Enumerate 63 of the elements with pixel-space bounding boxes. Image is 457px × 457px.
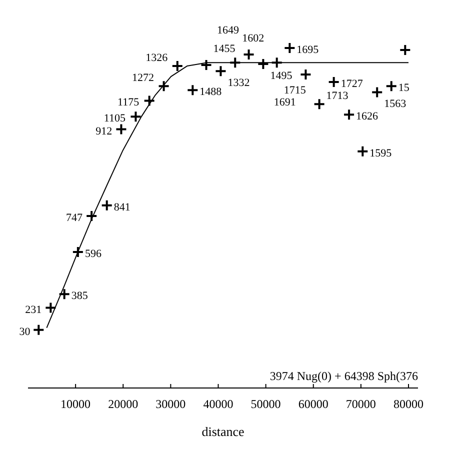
point [214, 65, 227, 78]
annotation: 231 [25, 304, 42, 316]
point [356, 145, 369, 158]
x-tick-label: 80000 [393, 397, 424, 411]
annotation: 841 [114, 201, 130, 214]
point [257, 58, 270, 70]
annotation: 1495 [270, 70, 293, 82]
point [186, 84, 199, 96]
annotation: 1563 [384, 98, 407, 110]
annotation: 1272 [132, 72, 154, 84]
point [343, 108, 356, 121]
annotation: 1691 [274, 96, 296, 109]
point [100, 199, 113, 212]
point [44, 302, 57, 314]
annotation: 15 [398, 82, 410, 94]
x-tick-label: 50000 [250, 397, 281, 411]
annotation: 30 [19, 326, 31, 338]
point [328, 76, 340, 88]
point [171, 60, 184, 72]
point [143, 94, 156, 107]
annotation: 1626 [356, 110, 379, 123]
annotation: 1649 [216, 24, 240, 36]
point [115, 123, 128, 136]
x-axis-title: distance [202, 424, 245, 439]
x-tick-label: 40000 [203, 397, 234, 411]
annotation: 1595 [370, 147, 392, 160]
annotation: 1727 [340, 78, 364, 90]
annotation: 1105 [104, 112, 126, 125]
annotation: 385 [71, 290, 88, 302]
annotation: 1715 [284, 84, 306, 97]
point [300, 68, 312, 81]
annotation: 1455 [213, 43, 236, 55]
point [399, 44, 412, 56]
x-tick-label: 60000 [298, 397, 328, 411]
point [58, 288, 70, 300]
annotation: 912 [96, 125, 112, 138]
point [130, 110, 142, 123]
x-tick-label: 30000 [156, 397, 186, 411]
point [242, 48, 255, 60]
annotation: 1488 [200, 86, 222, 98]
annotation: 1326 [146, 52, 168, 64]
annotation: 3974 Nug(0) + 64398 Sph(376 [270, 369, 418, 383]
x-tick-label: 20000 [108, 397, 138, 411]
point [371, 86, 384, 98]
annotation: 1713 [326, 90, 349, 102]
annotation: 1175 [118, 96, 140, 109]
annotation: 1695 [296, 44, 320, 56]
annotation: 747 [66, 212, 83, 224]
point [284, 42, 296, 54]
point [86, 210, 98, 222]
point [229, 56, 242, 69]
annotation: 1332 [228, 77, 250, 90]
point [72, 246, 84, 258]
point [313, 98, 326, 110]
point [385, 80, 398, 92]
annotation: 1602 [242, 32, 264, 45]
x-tick-label: 70000 [346, 397, 376, 411]
point [270, 56, 283, 69]
point [32, 324, 45, 336]
point [158, 80, 170, 92]
annotation: 596 [84, 248, 102, 260]
x-tick-label: 10000 [60, 397, 91, 411]
point [200, 59, 212, 71]
